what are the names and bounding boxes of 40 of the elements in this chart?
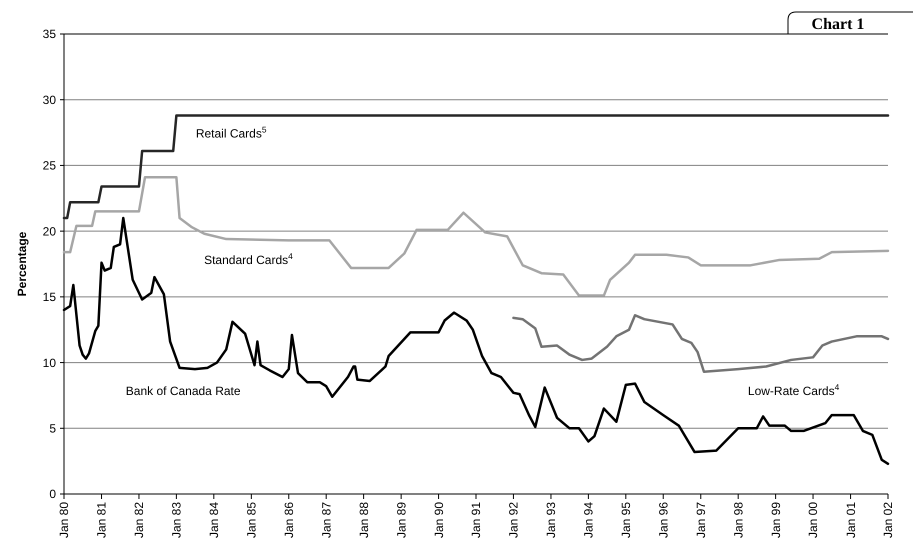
y-tick-label: 15 — [42, 290, 56, 304]
y-tick-label: 5 — [49, 421, 56, 436]
x-tick-label: Jan 93 — [544, 502, 558, 538]
x-tick-label: Jan 86 — [282, 502, 296, 538]
y-tick-label: 35 — [42, 27, 56, 42]
y-tick-label: 10 — [42, 356, 56, 370]
x-tick-label: Jan 92 — [506, 502, 521, 538]
x-tick-label: Jan 89 — [394, 502, 408, 538]
x-tick-label: Jan 82 — [132, 502, 146, 538]
chart-title: Chart 1 — [812, 16, 864, 33]
series-label: Bank of Canada Rate — [126, 384, 241, 398]
x-tick-label: Jan 90 — [432, 502, 446, 538]
line-series — [512, 314, 890, 374]
series-label: Standard Cards$^{4}$ — [204, 251, 294, 267]
x-tick-label: Jan 80 — [57, 502, 72, 538]
x-tick-label: Jan 85 — [244, 502, 259, 538]
x-tick-label: Jan 81 — [94, 502, 109, 538]
x-tick-label: Jan 02 — [881, 502, 896, 538]
y-tick-label: 0 — [49, 487, 56, 502]
x-tick-label: Jan 01 — [844, 502, 858, 538]
x-tick-label: Jan 99 — [768, 502, 783, 538]
y-tick-label: 25 — [42, 158, 56, 173]
x-tick-label: Jan 96 — [656, 502, 670, 538]
x-tick-label: Jan 83 — [170, 502, 184, 538]
y-tick-label: 30 — [42, 92, 56, 107]
x-tick-label: Jan 97 — [694, 502, 708, 538]
x-tick-label: Jan 91 — [469, 502, 484, 538]
x-tick-label: Jan 98 — [731, 502, 746, 538]
y-tick-label: 20 — [42, 224, 56, 238]
x-tick-label: Jan 87 — [319, 502, 334, 538]
y-axis-title: Percentage — [15, 231, 29, 296]
x-tick-label: Jan 94 — [582, 502, 596, 538]
series-label: Low-Rate Cards$^{4}$ — [748, 382, 840, 398]
x-tick-label: Jan 88 — [356, 502, 371, 538]
x-tick-label: Jan 95 — [619, 502, 634, 538]
x-tick-label: Jan 84 — [207, 502, 222, 538]
line-series — [62, 114, 890, 220]
series-label: Retail Cards$^{5}$ — [196, 124, 267, 140]
line-series — [62, 176, 890, 297]
x-tick-label: Jan 00 — [806, 502, 820, 538]
